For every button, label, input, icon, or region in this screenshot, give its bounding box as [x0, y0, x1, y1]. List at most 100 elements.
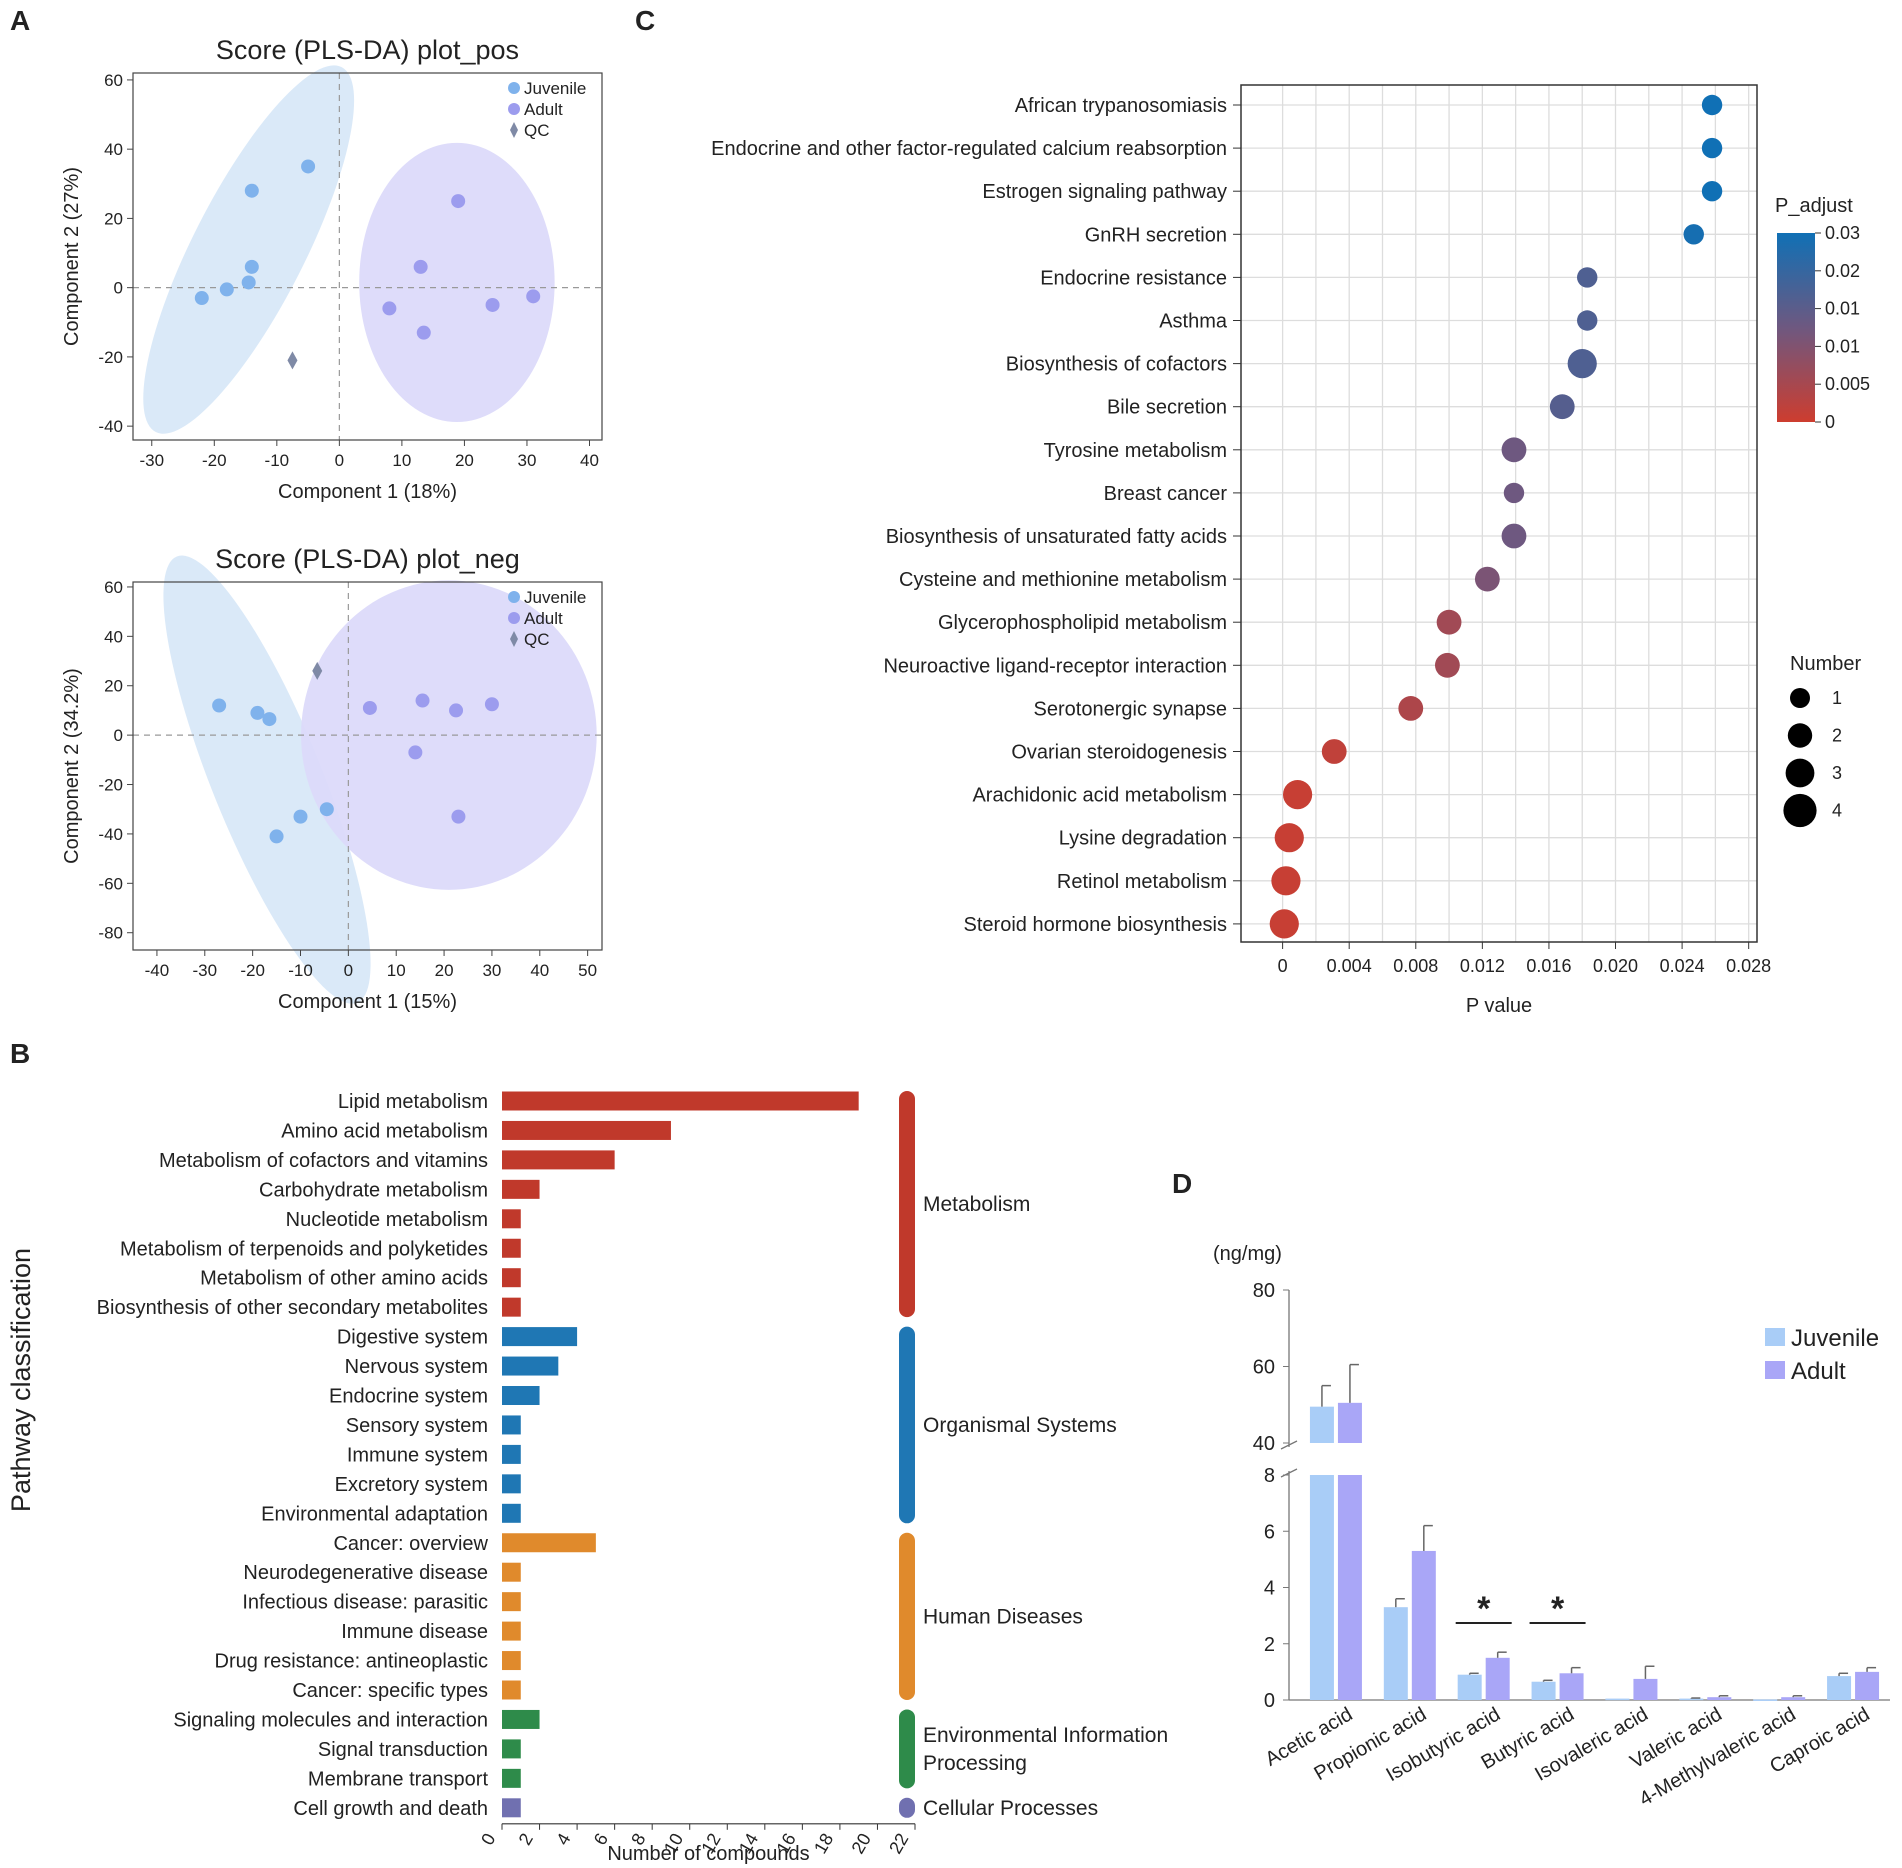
- legend-marker-adult: [1765, 1361, 1785, 1379]
- bar-metabolism-of-cofactors-and-vitamins: [502, 1150, 615, 1170]
- juvenile-point: [241, 275, 256, 290]
- y-tick-label: -40: [98, 825, 123, 844]
- confidence-ellipse-adult: [359, 142, 555, 423]
- colorbar-label: 0.01: [1825, 299, 1860, 319]
- pathway-label-biosynthesis-of-unsaturated-fatty-acids: Biosynthesis of unsaturated fatty acids: [886, 526, 1227, 548]
- juvenile-point: [319, 802, 334, 817]
- bar-adult-caproic-acid: [1855, 1671, 1880, 1700]
- legend-marker-juvenile: [1765, 1328, 1785, 1346]
- pathway-label-endocrine-and-other-factor-regulated-calcium-reabsorption: Endocrine and other factor-regulated cal…: [711, 138, 1227, 160]
- bar-adult-acetic-acid: [1337, 1475, 1362, 1700]
- size-legend-label: 3: [1832, 763, 1842, 783]
- x-tick-label: -20: [240, 961, 265, 980]
- bar-metabolism-of-terpenoids-and-polyketides: [502, 1238, 521, 1258]
- x-axis-title: Component 1 (18%): [278, 481, 457, 503]
- colorbar-label: 0.03: [1825, 223, 1860, 243]
- x-tick-label: 20: [435, 961, 454, 980]
- juvenile-point: [301, 159, 316, 174]
- bar-juvenile-acetic-acid: [1309, 1475, 1334, 1700]
- adult-point: [451, 194, 466, 209]
- y-tick-label: -80: [98, 924, 123, 943]
- adult-point: [484, 697, 499, 712]
- size-legend-title: Number: [1790, 653, 1861, 675]
- category-label: Amino acid metabolism: [281, 1120, 488, 1142]
- pathway-label-retinol-metabolism: Retinol metabolism: [1057, 871, 1227, 893]
- plot-title: Score (PLS-DA) plot_pos: [216, 35, 519, 65]
- bar-excretory-system: [502, 1474, 521, 1494]
- panel-label-d: D: [1172, 1168, 1192, 1199]
- pathway-label-cysteine-and-methionine-metabolism: Cysteine and methionine metabolism: [899, 569, 1227, 591]
- pathway-label-estrogen-signaling-pathway: Estrogen signaling pathway: [982, 181, 1227, 203]
- group-bar-environmental-information-processing: [899, 1709, 915, 1789]
- pathway-classification-chart: Lipid metabolism Amino acid metabolism Met…: [6, 1091, 1168, 1865]
- bar-cell-growth-and-death: [502, 1798, 521, 1818]
- colorbar-label: 0.01: [1825, 336, 1860, 356]
- y-tick-label: 60: [104, 71, 123, 90]
- x-tick-label: 0.008: [1393, 956, 1438, 976]
- y-tick-label: -40: [98, 417, 123, 436]
- size-legend-label: 4: [1832, 801, 1842, 821]
- juvenile-point: [244, 259, 259, 274]
- category-label: Immune system: [347, 1444, 488, 1466]
- x-tick-label: -40: [145, 961, 170, 980]
- adult-point: [526, 289, 541, 304]
- x-tick-label: 0: [344, 961, 353, 980]
- colorbar-label: 0.02: [1825, 261, 1860, 281]
- y-tick-label: 0: [114, 279, 123, 298]
- category-label: Excretory system: [335, 1474, 488, 1496]
- x-tick-label: -30: [192, 961, 217, 980]
- bubble-breast-cancer: [1503, 482, 1525, 504]
- legend-label-qc: QC: [524, 121, 550, 140]
- bar-sensory-system: [502, 1415, 521, 1435]
- bar-nervous-system: [502, 1356, 559, 1376]
- bar-biosynthesis-of-other-secondary-metabolites: [502, 1297, 521, 1317]
- juvenile-point: [269, 829, 284, 844]
- bubble-asthma: [1577, 310, 1598, 331]
- y-tick-label: 80: [1253, 1280, 1275, 1302]
- bar-drug-resistance-antineoplastic: [502, 1651, 521, 1671]
- bar-immune-system: [502, 1444, 521, 1464]
- y-tick-label: 60: [1253, 1357, 1275, 1379]
- x-tick-label: 20: [848, 1830, 875, 1857]
- bubble-tyrosine-metabolism: [1501, 437, 1527, 463]
- x-tick-label: 30: [517, 451, 536, 470]
- x-axis-title: P value: [1466, 995, 1532, 1017]
- bubble-endocrine-resistance: [1577, 267, 1598, 288]
- bar-juvenile-4-methylvaleric-acid: [1753, 1699, 1778, 1701]
- y-tick-label: -20: [98, 776, 123, 795]
- adult-point: [382, 301, 397, 316]
- bar-adult-valeric-acid: [1707, 1697, 1732, 1700]
- category-label: Environmental adaptation: [261, 1503, 488, 1525]
- colorbar-title: P_adjust: [1775, 195, 1853, 217]
- juvenile-point: [262, 712, 277, 727]
- group-label: Environmental Information: [923, 1724, 1168, 1747]
- axis-break-mark: [1280, 1440, 1298, 1450]
- bubble-biosynthesis-of-unsaturated-fatty-acids: [1501, 523, 1527, 549]
- x-tick-label: -30: [139, 451, 164, 470]
- plot-frame: [132, 72, 603, 441]
- bubble-gnrh-secretion: [1683, 224, 1704, 245]
- adult-point: [449, 703, 464, 718]
- pathway-label-neuroactive-ligand-receptor-interaction: Neuroactive ligand-receptor interaction: [883, 655, 1227, 677]
- juvenile-point: [212, 698, 227, 713]
- x-tick-label: 2: [515, 1830, 537, 1849]
- plot-frame: [132, 581, 603, 951]
- bar-juvenile-caproic-acid: [1827, 1676, 1852, 1700]
- juvenile-point: [244, 183, 259, 198]
- x-tick-label: 40: [530, 961, 549, 980]
- size-legend-marker: [1790, 688, 1810, 708]
- colorbar-label: 0: [1825, 412, 1835, 432]
- pls-da-plot-neg: -40 -30 -20 -10 0 10 20 30 40 50 60 40 20 0 -20 -40 -60 -…: [61, 544, 603, 1013]
- pathway-label-ovarian-steroidogenesis: Ovarian steroidogenesis: [1011, 742, 1227, 764]
- category-label: Lipid metabolism: [338, 1091, 488, 1113]
- adult-point: [362, 700, 377, 715]
- bubble-arachidonic-acid-metabolism: [1282, 780, 1313, 810]
- category-label: Metabolism of other amino acids: [200, 1268, 488, 1290]
- legend-label-juvenile: Juvenile: [524, 79, 586, 98]
- pathway-label-breast-cancer: Breast cancer: [1104, 483, 1228, 505]
- bubble-endocrine-and-other-factor-regulated-calcium-reabsorption: [1701, 137, 1723, 159]
- y-tick-label: 8: [1264, 1465, 1275, 1487]
- bubble-glycerophospholipid-metabolism: [1436, 609, 1462, 635]
- bar-cancer-specific-types: [502, 1680, 521, 1700]
- group-label: Processing: [923, 1752, 1027, 1775]
